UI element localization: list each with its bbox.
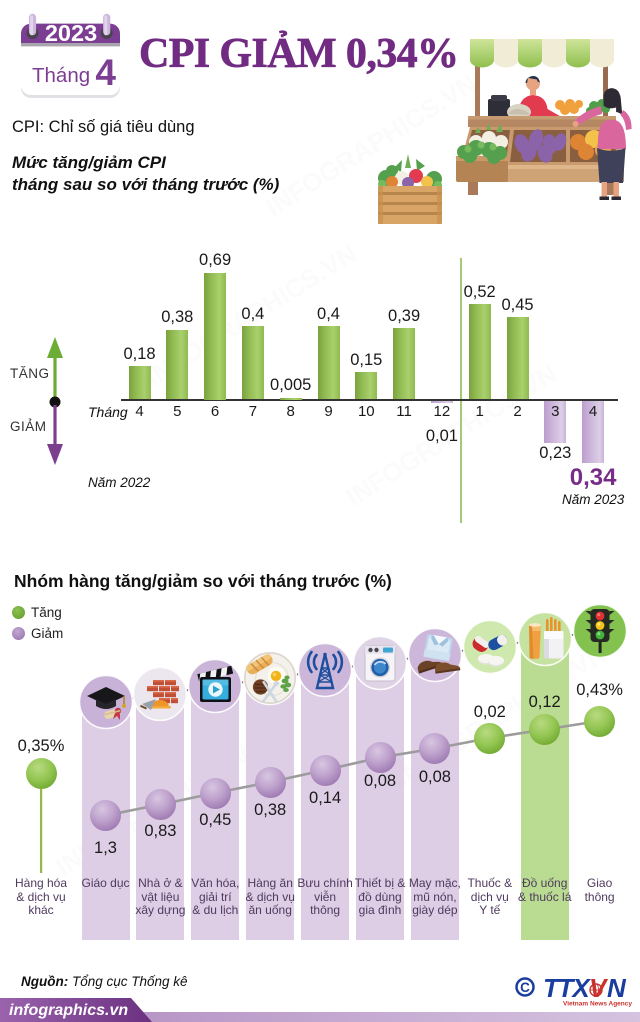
- svg-text:4: 4: [95, 52, 116, 93]
- svg-text:infographics.vn: infographics.vn: [9, 1002, 128, 1019]
- svg-text:C: C: [520, 980, 530, 995]
- svg-text:TTX: TTX: [543, 973, 591, 1003]
- svg-text:Tháng: Tháng: [32, 64, 90, 87]
- svg-text:V: V: [589, 973, 609, 1003]
- svg-text:Vietnam News Agency: Vietnam News Agency: [563, 1001, 632, 1008]
- svg-text:N: N: [607, 973, 627, 1003]
- svg-text:2023: 2023: [45, 20, 97, 46]
